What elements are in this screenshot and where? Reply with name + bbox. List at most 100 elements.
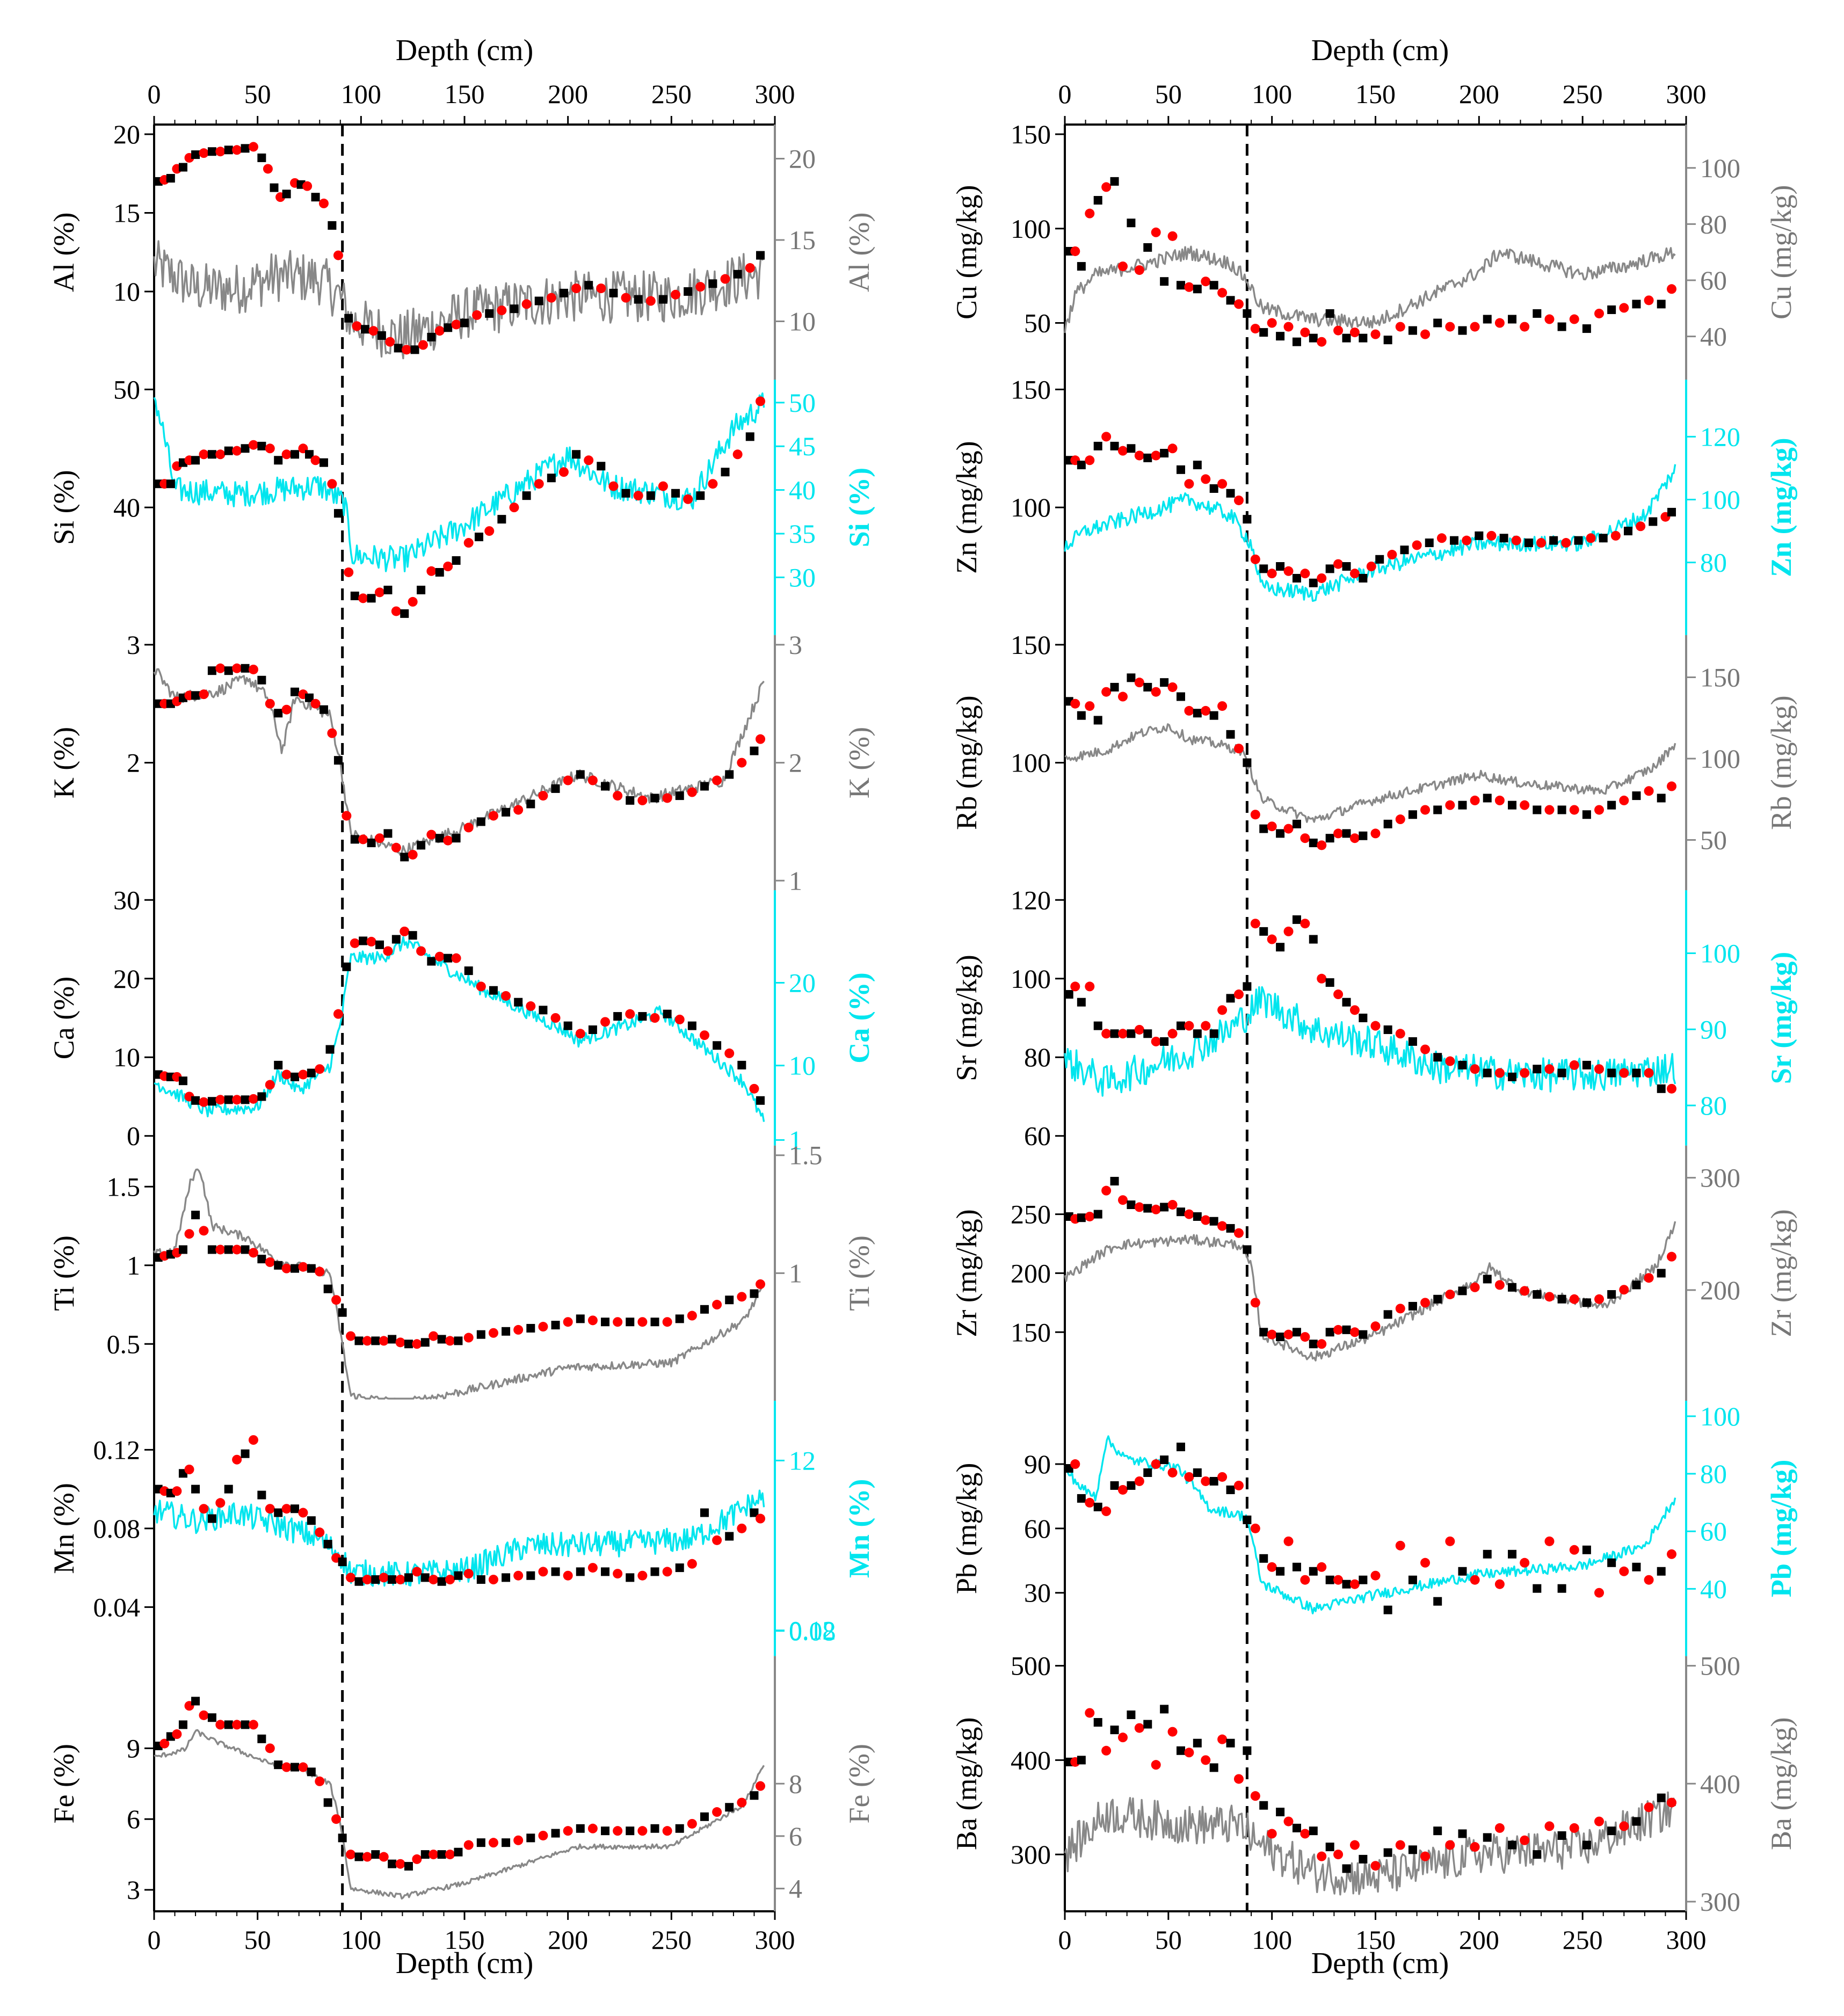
zn-sample-square [1226, 489, 1235, 498]
ba-left-axis-title: Ba (mg/kg) [950, 1717, 983, 1850]
rb-sample-dot [1594, 805, 1605, 815]
mn-sample-square [502, 1573, 511, 1582]
sr-sample-square [1209, 1029, 1218, 1038]
zr-sample-square [1383, 1310, 1392, 1319]
mn-sample-dot [637, 1570, 648, 1581]
fe-sample-dot [379, 1852, 389, 1862]
mn-sample-square [576, 1567, 585, 1576]
mn-sample-square [191, 1484, 200, 1494]
mn-sample-dot [613, 1569, 623, 1579]
al-sample-square [708, 279, 717, 288]
ti-sample-square [338, 1308, 347, 1317]
mn-sample-dot [346, 1573, 356, 1583]
ba-sample-square [1325, 1843, 1334, 1852]
mn-sample-square [404, 1573, 413, 1582]
k-sample-square [274, 709, 283, 718]
mn-left-tick-label: 0.12 [93, 1435, 141, 1465]
zr-sample-square [1408, 1301, 1417, 1311]
cu-sample-dot [1333, 325, 1344, 336]
si-sample-dot [443, 562, 453, 571]
k-sample-square [601, 782, 610, 791]
zr-sample-square [1533, 1290, 1542, 1299]
fe-sample-square [725, 1803, 734, 1812]
rb-sample-square [1176, 692, 1185, 701]
left-top-xlabel: Depth (cm) [396, 34, 534, 67]
k-sample-square [383, 829, 393, 838]
si-sample-square [572, 450, 581, 459]
rb-right-tick-label: 150 [1700, 662, 1740, 692]
al-sample-dot [645, 296, 656, 306]
fe-sample-square [601, 1826, 610, 1836]
pb-left-axis-title: Pb (mg/kg) [950, 1463, 983, 1595]
ti-sample-dot [248, 1248, 258, 1258]
fe-sample-square [338, 1833, 347, 1843]
right-bottom-xtick-label: 50 [1155, 1925, 1182, 1955]
sr-sample-square [1110, 1029, 1119, 1038]
al-sample-dot [418, 340, 428, 350]
pb-sample-square [1193, 1468, 1202, 1477]
cu-sample-square [1309, 333, 1318, 343]
ca-sample-dot [526, 1001, 536, 1011]
zr-sample-dot [1569, 1294, 1579, 1304]
si-sample-dot [375, 587, 385, 598]
rb-sample-dot [1300, 833, 1310, 843]
si-left-tick-label: 40 [113, 492, 140, 522]
zr-sample-dot [1333, 1324, 1344, 1335]
si-sample-square [435, 567, 444, 577]
zn-sample-square [1077, 461, 1086, 470]
sr-sample-dot [1233, 989, 1244, 1000]
pb-sample-dot [1520, 1558, 1530, 1568]
zn-sample-dot [1085, 455, 1095, 465]
ti-sample-square [274, 1261, 283, 1270]
al-sample-square [361, 325, 370, 334]
si-sample-dot [534, 479, 544, 489]
cu-sample-square [1342, 333, 1351, 343]
si-sample-square [367, 594, 376, 603]
pb-sample-square [1127, 1481, 1136, 1490]
si-sample-dot [708, 479, 718, 489]
k-sample-dot [737, 758, 747, 768]
zn-sample-square [1599, 534, 1608, 543]
k-sample-dot [613, 791, 623, 801]
ti-sample-dot [488, 1328, 498, 1338]
ca-left-tick-label: 0 [127, 1121, 140, 1151]
al-sample-dot [745, 263, 755, 273]
mn-sample-square [750, 1508, 759, 1517]
al-left-axis-title: Al (%) [48, 212, 80, 292]
pb-sample-dot [1151, 1459, 1161, 1469]
al-sample-square [241, 144, 250, 153]
sr-sample-dot [1470, 1064, 1480, 1074]
k-sample-square [502, 807, 511, 817]
right-top-xtick-label: 50 [1155, 79, 1182, 109]
zn-sample-square [1624, 527, 1633, 536]
zr-sample-square [1557, 1294, 1566, 1304]
pb-sample-dot [1349, 1579, 1360, 1589]
cu-sample-dot [1184, 282, 1194, 292]
sr-sample-dot [1070, 981, 1080, 992]
fe-left-tick-label: 3 [127, 1875, 140, 1905]
mn-sample-dot [412, 1567, 422, 1577]
sr-sample-square [1607, 1068, 1616, 1078]
zr-sample-square [1226, 1224, 1235, 1233]
ca-sample-square [444, 954, 453, 963]
rb-sample-square [1342, 829, 1351, 838]
sr-sample-dot [1644, 1068, 1654, 1078]
fe-sample-square [371, 1850, 380, 1859]
zn-sample-dot [1201, 474, 1211, 484]
mn-sample-dot [184, 1465, 194, 1474]
al-sample-square [224, 145, 233, 155]
ca-sample-square [756, 1096, 765, 1105]
cu-sample-dot [1233, 299, 1244, 309]
fe-sample-dot [429, 1850, 439, 1860]
rb-sample-dot [1395, 814, 1405, 825]
cu-sample-square [1077, 262, 1086, 271]
zr-sample-square [1292, 1328, 1301, 1337]
zn-sample-square [1649, 517, 1658, 526]
al-sample-square [394, 344, 403, 353]
k-sample-square [400, 853, 409, 862]
k-sample-dot [408, 849, 418, 860]
pb-left-tick-label: 30 [1024, 1578, 1051, 1608]
ca-sample-square [359, 936, 368, 945]
panel-si: 40 50 30 35 40 45 50 Si (%) Si (%) [48, 374, 875, 635]
right-top-xtick-label: 200 [1459, 79, 1499, 109]
